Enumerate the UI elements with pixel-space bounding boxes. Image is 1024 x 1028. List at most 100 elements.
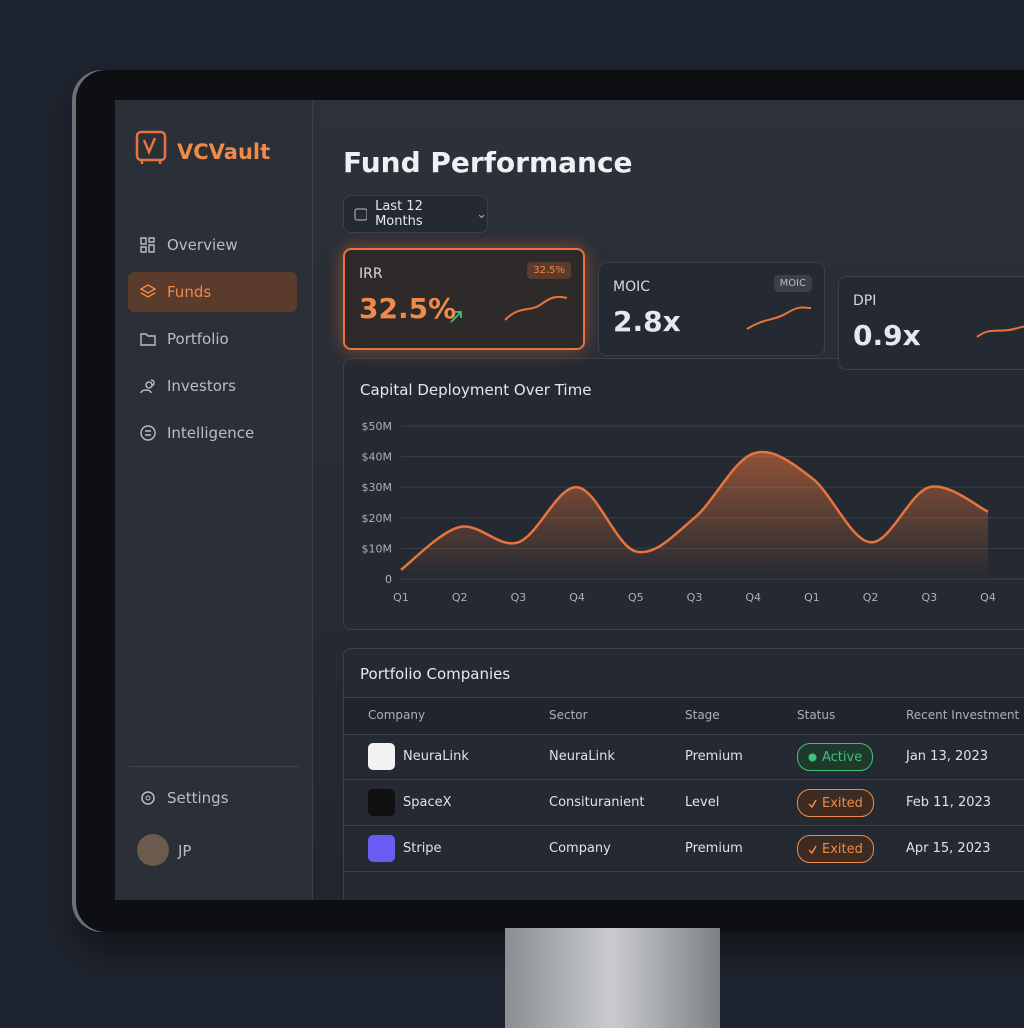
settings-label: Settings	[167, 789, 229, 807]
nav-item[interactable]: Investors	[139, 366, 299, 406]
status-pill: Exited	[797, 835, 874, 863]
icon	[140, 237, 155, 253]
nav-label: Investors	[167, 377, 236, 395]
cell: Consituranient	[549, 795, 645, 810]
icon	[139, 284, 157, 298]
kpi-card: MOIC 2.8x MOIC	[598, 262, 825, 356]
sparkline	[450, 295, 568, 323]
settings-link[interactable]: Settings	[139, 778, 299, 818]
line	[400, 450, 989, 571]
check	[808, 845, 817, 854]
brand-logo	[135, 130, 167, 164]
y-tick-label: $10M	[362, 542, 393, 555]
company-logo	[368, 789, 395, 816]
avatar	[137, 834, 169, 866]
cell: Level	[685, 795, 720, 810]
cell: NeuraLink	[549, 749, 615, 764]
kpi-label: IRR	[359, 266, 383, 282]
status-icon	[808, 799, 817, 808]
row-divider	[344, 779, 1024, 780]
y-tick-label: $30M	[362, 481, 393, 494]
screen: VCVault Settings JP Overview Funds Portfol…	[115, 100, 1024, 900]
status-label: Active	[822, 749, 863, 765]
user: JP	[178, 842, 192, 860]
status-label: Exited	[822, 841, 863, 857]
company-logo	[368, 743, 395, 770]
nav-label: Portfolio	[167, 330, 229, 348]
kpi-card: IRR 32.5% 32.5%	[343, 248, 585, 350]
company-name: SpaceX	[403, 795, 452, 810]
column-header: Company	[368, 708, 426, 722]
cell: Apr 15, 2023	[906, 841, 991, 856]
sparkline	[746, 306, 812, 330]
icon-path	[140, 425, 156, 441]
y-tick-label: $40M	[362, 451, 393, 464]
status-pill: Exited	[797, 789, 874, 817]
x-tick-label: Q2	[452, 591, 468, 604]
filter-label: Last 12 Months	[375, 199, 423, 229]
cell: Premium	[685, 841, 743, 856]
x-tick-label: Q2	[863, 591, 879, 604]
status-icon	[808, 845, 817, 854]
nav-label: Intelligence	[167, 424, 255, 442]
table-title: Portfolio Companies	[360, 665, 511, 683]
chart-title: Capital Deployment Over Time	[360, 381, 592, 399]
company-name: Stripe	[403, 841, 442, 856]
x-tick-label: Q3	[687, 591, 703, 604]
kpi-value: 2.8x	[613, 305, 681, 338]
brand: VCVault	[177, 140, 271, 164]
nav-item[interactable]: Portfolio	[139, 319, 299, 359]
company-name: NeuraLink	[403, 749, 469, 764]
nav-label: Overview	[167, 236, 238, 254]
column-header: Status	[797, 708, 836, 722]
date-filter[interactable]: Last 12 Months ⌄	[343, 195, 488, 233]
chevron: ⌄	[476, 206, 487, 222]
x-tick-label: Q1	[393, 591, 409, 604]
nav-item[interactable]: Overview	[139, 225, 299, 265]
y-tick-label: $20M	[362, 512, 393, 525]
status-icon	[808, 753, 817, 761]
cell: Company	[549, 841, 611, 856]
nav-item[interactable]: Intelligence	[139, 413, 299, 453]
icon	[140, 425, 156, 441]
x-tick-label: Q1	[804, 591, 820, 604]
kpi-value: 32.5%	[359, 292, 457, 325]
icon-path	[140, 333, 156, 346]
kpi-badge: 32.5%	[527, 262, 571, 279]
kpi-badge: MOIC	[773, 275, 812, 292]
row-divider	[344, 825, 1024, 826]
check	[808, 799, 817, 808]
cell: Feb 11, 2023	[906, 795, 992, 810]
nav-item[interactable]: Funds	[128, 272, 297, 312]
table-header-row	[344, 697, 1024, 735]
table-panel: Portfolio Companies Company Sector Stage St…	[343, 648, 1024, 900]
kpi-label: MOIC	[613, 279, 651, 295]
sparkline-path	[976, 325, 1024, 338]
sidebar: VCVault Settings JP Overview Funds Portfol…	[115, 100, 313, 900]
icon	[140, 379, 155, 394]
company-logo	[368, 835, 395, 862]
sparkline	[976, 325, 1024, 338]
area-fill	[401, 452, 988, 579]
trend-arrow	[450, 311, 462, 323]
chart-panel: Capital Deployment Over Time 0 $10M $20M $3…	[343, 358, 1024, 630]
x-tick-label: Q5	[628, 591, 644, 604]
icon	[140, 333, 156, 346]
status-pill: Active	[797, 743, 874, 771]
x-tick-label: Q4	[569, 591, 585, 604]
column-header: Recent Investment	[906, 708, 1020, 722]
x-tick-label: Q3	[511, 591, 527, 604]
nav-label: Funds	[167, 283, 212, 301]
status-dot	[808, 753, 817, 761]
page-title: Fund Performance	[343, 146, 633, 179]
icon	[141, 791, 155, 805]
x-tick-label: Q4	[745, 591, 761, 604]
cell: Jan 13, 2023	[906, 749, 989, 764]
row-divider	[344, 871, 1024, 872]
sparkline-path	[504, 295, 568, 321]
status-label: Exited	[822, 795, 863, 811]
monitor-stand	[505, 928, 720, 1028]
divider	[129, 766, 299, 767]
column-header: Sector	[549, 708, 588, 722]
icon-path	[140, 379, 155, 394]
